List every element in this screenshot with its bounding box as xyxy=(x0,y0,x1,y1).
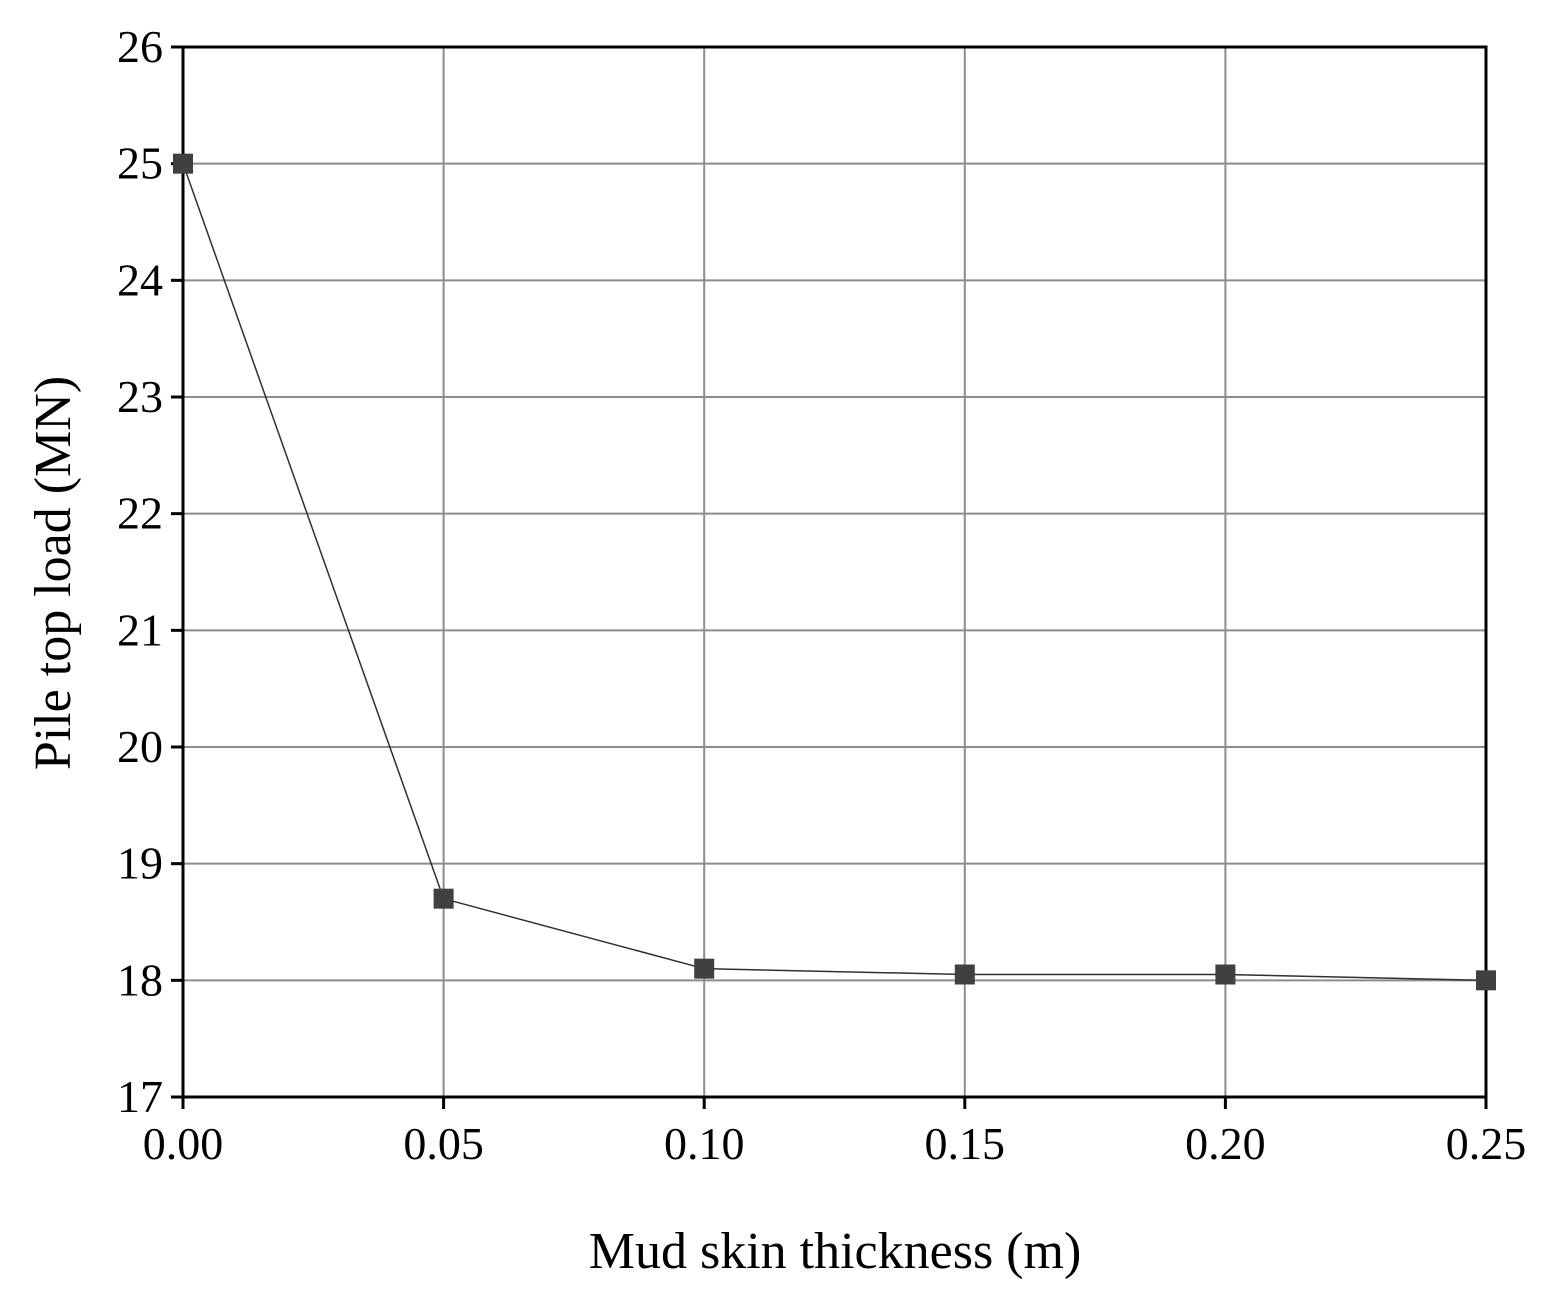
y-tick-label: 22 xyxy=(117,488,163,539)
data-point xyxy=(1215,964,1236,985)
y-tick-label: 19 xyxy=(117,838,163,889)
series-line xyxy=(182,163,1487,982)
y-tick-label: 23 xyxy=(117,371,163,422)
grid xyxy=(182,46,1487,1098)
data-point xyxy=(1476,970,1496,991)
y-tick-label: 20 xyxy=(117,721,163,772)
y-tick-label: 17 xyxy=(117,1071,163,1122)
y-tick-label: 24 xyxy=(117,254,163,305)
data-point xyxy=(173,153,193,174)
data-point xyxy=(433,888,454,909)
y-axis-title: Pile top load (MN) xyxy=(25,376,82,770)
y-tick-label: 18 xyxy=(117,954,163,1005)
y-tick-label: 25 xyxy=(117,138,163,189)
data-point xyxy=(694,958,715,979)
x-tick-label: 0.05 xyxy=(403,1118,484,1169)
data-point xyxy=(954,964,975,985)
x-tick-label: 0.10 xyxy=(664,1118,745,1169)
y-tick-label: 21 xyxy=(117,604,163,655)
plot-frame xyxy=(181,45,1488,1099)
x-tick-label: 0.15 xyxy=(925,1118,1006,1169)
x-axis-title: Mud skin thickness (m) xyxy=(589,1223,1082,1280)
x-tick-label: 0.25 xyxy=(1446,1118,1527,1169)
x-tick-label: 0.00 xyxy=(143,1118,224,1169)
x-tick-label: 0.20 xyxy=(1185,1118,1266,1169)
axis-ticks: 0.00 0.05 0.10 0.15 0.20 0.25 17 18 19 20 21 22 23 24… xyxy=(117,21,1526,1169)
y-tick-label: 26 xyxy=(117,21,163,72)
data-series xyxy=(173,153,1496,991)
